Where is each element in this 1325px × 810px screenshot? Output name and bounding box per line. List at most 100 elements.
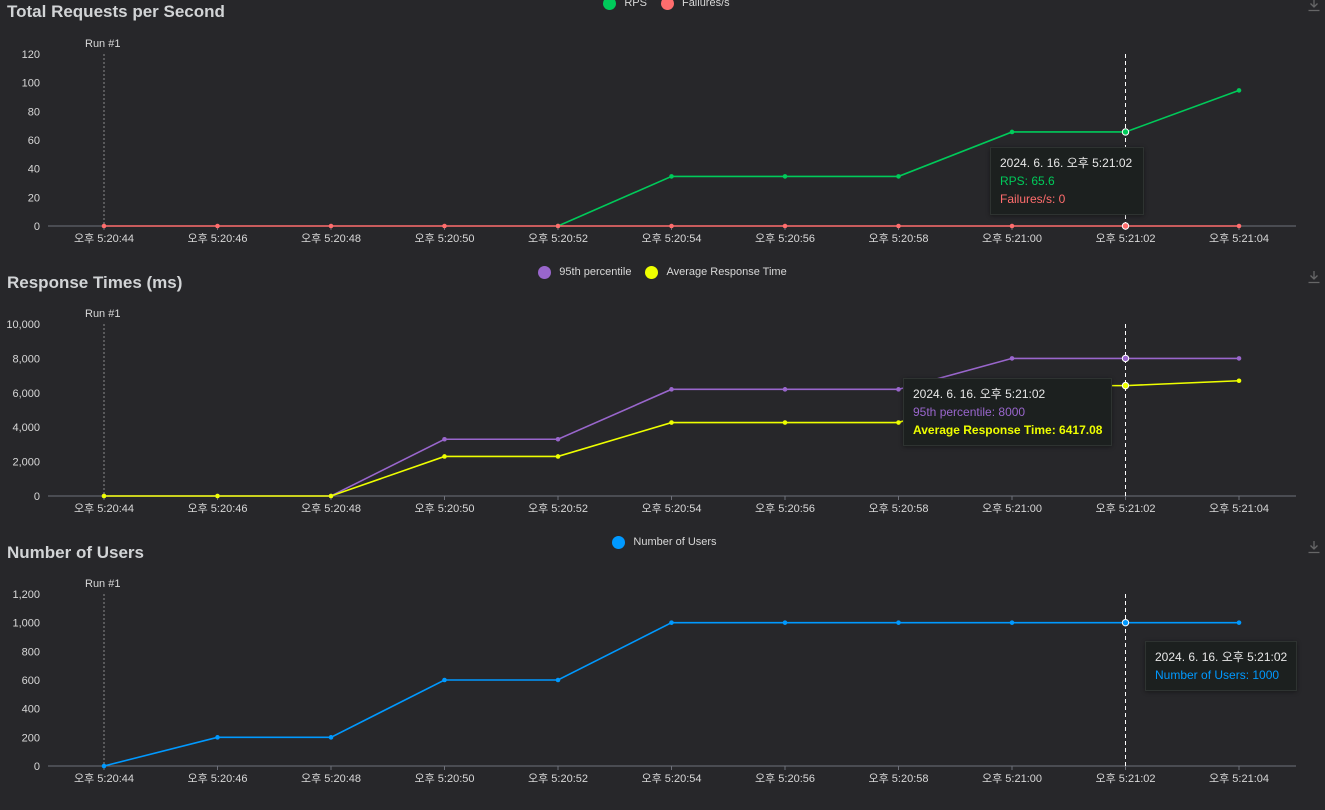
y-tick-label: 0 <box>34 761 40 773</box>
data-point[interactable] <box>1236 223 1242 229</box>
data-point[interactable] <box>896 387 901 392</box>
data-point[interactable] <box>328 493 334 499</box>
data-point[interactable] <box>669 174 674 179</box>
legend-item-p95[interactable]: 95th percentile <box>538 264 631 280</box>
x-tick-label: 오후 5:20:44 <box>74 502 134 515</box>
data-point[interactable] <box>555 436 561 442</box>
data-point[interactable] <box>215 735 220 740</box>
data-point[interactable] <box>896 174 901 179</box>
y-tick-label: 2,000 <box>12 457 40 469</box>
y-tick-label: 6,000 <box>12 388 40 400</box>
users-chart: 0 200 400 600 800 1,000 1,200 오후 5:20:44 오후 5:20… <box>12 578 1296 785</box>
legend-dot <box>603 0 617 10</box>
y-tick-label: 80 <box>28 106 40 118</box>
chart-legend: 95th percentile Average Response Time <box>0 264 1325 280</box>
chart-tooltip: 2024. 6. 16. 오후 5:21:02 Number of Users:… <box>1145 641 1298 691</box>
y-tick-label: 100 <box>22 78 40 90</box>
download-icon[interactable] <box>1307 540 1321 554</box>
chart-title: Total Requests per Second <box>7 2 225 21</box>
data-point[interactable] <box>1009 356 1015 361</box>
data-point[interactable] <box>669 620 674 625</box>
legend-item-failures[interactable]: Failures/s <box>660 0 730 11</box>
data-point[interactable] <box>1121 618 1130 627</box>
y-tick-label: 0 <box>34 491 40 503</box>
data-point[interactable] <box>328 735 334 740</box>
data-point[interactable] <box>328 223 334 229</box>
data-point[interactable] <box>782 420 788 425</box>
data-point[interactable] <box>782 174 788 179</box>
x-tick-label: 오후 5:20:50 <box>415 502 475 515</box>
legend-item-rps[interactable]: RPS <box>603 0 647 11</box>
legend-item-users[interactable]: Number of Users <box>612 534 717 550</box>
x-tick-label: 오후 5:20:44 <box>74 772 134 785</box>
chart-legend: RPS Failures/s <box>4 0 1325 11</box>
x-tick-label: 오후 5:20:48 <box>301 502 361 515</box>
data-point[interactable] <box>1236 88 1242 93</box>
data-point[interactable] <box>669 387 674 392</box>
tooltip-avg: Average Response Time: 6417.08 <box>913 423 1103 437</box>
x-tick-label: 오후 5:20:46 <box>188 232 248 245</box>
data-point[interactable] <box>555 677 561 683</box>
x-tick-label: 오후 5:20:52 <box>528 502 588 515</box>
data-point[interactable] <box>782 223 788 229</box>
data-point[interactable] <box>782 620 788 625</box>
data-point[interactable] <box>1121 354 1130 363</box>
data-point[interactable] <box>896 420 901 425</box>
data-point[interactable] <box>669 420 674 425</box>
data-point[interactable] <box>442 436 447 442</box>
data-point[interactable] <box>215 493 220 499</box>
x-tick-label: 오후 5:20:52 <box>528 772 588 785</box>
download-icon[interactable] <box>1307 270 1321 284</box>
chart-tooltip: 2024. 6. 16. 오후 5:21:02 95th percentile:… <box>903 378 1113 446</box>
data-point[interactable] <box>1009 223 1015 229</box>
x-tick-label: 오후 5:20:44 <box>74 232 134 245</box>
legend-dot <box>660 0 674 10</box>
download-icon[interactable] <box>1307 0 1321 12</box>
x-tick-label: 오후 5:21:02 <box>1096 772 1156 785</box>
x-tick-label: 오후 5:21:04 <box>1209 502 1269 515</box>
run-marker-label: Run #1 <box>85 308 120 320</box>
data-point[interactable] <box>101 493 107 499</box>
data-point[interactable] <box>1009 620 1015 625</box>
run-marker-label: Run #1 <box>85 578 120 590</box>
data-point[interactable] <box>555 223 561 229</box>
data-point[interactable] <box>215 223 220 229</box>
y-tick-label: 120 <box>22 49 40 61</box>
data-point[interactable] <box>1236 620 1242 625</box>
data-point[interactable] <box>101 223 107 229</box>
response-times-chart: 0 2,000 4,000 6,000 8,000 10,000 오후 5:20:44 오후 … <box>6 308 1296 515</box>
x-tick-label: 오후 5:20:56 <box>755 502 815 515</box>
x-tick-label: 오후 5:20:50 <box>415 232 475 245</box>
legend-item-avg[interactable]: Average Response Time <box>645 264 787 280</box>
data-point[interactable] <box>442 677 447 683</box>
x-tick-label: 오후 5:21:04 <box>1209 772 1269 785</box>
x-tick-label: 오후 5:20:48 <box>301 232 361 245</box>
rps-panel: Total Requests per Second RPS Failures/s… <box>0 0 1325 270</box>
x-tick-label: 오후 5:21:04 <box>1209 232 1269 245</box>
y-tick-label: 8,000 <box>12 353 40 365</box>
data-point[interactable] <box>442 454 447 459</box>
x-tick-label: 오후 5:20:56 <box>755 772 815 785</box>
chart-title: Response Times (ms) <box>7 273 183 292</box>
x-tick-label: 오후 5:21:02 <box>1096 502 1156 515</box>
data-point[interactable] <box>1009 129 1015 135</box>
tooltip-p95: 95th percentile: 8000 <box>913 405 1026 419</box>
data-point[interactable] <box>101 763 107 769</box>
data-point[interactable] <box>896 223 901 229</box>
data-point[interactable] <box>669 223 674 229</box>
series-line-0 <box>103 621 1239 767</box>
data-point[interactable] <box>782 387 788 392</box>
y-tick-label: 400 <box>22 704 40 716</box>
legend-label: 95th percentile <box>559 266 632 278</box>
data-point[interactable] <box>442 223 447 229</box>
data-point[interactable] <box>1121 128 1130 136</box>
users-panel: Number of Users Number of Users 0 200 400 6… <box>0 535 1325 810</box>
legend-dot <box>645 265 659 279</box>
data-point[interactable] <box>896 620 901 625</box>
data-point[interactable] <box>1121 222 1130 230</box>
data-point[interactable] <box>1236 356 1242 361</box>
data-point[interactable] <box>1121 381 1130 390</box>
data-point[interactable] <box>555 454 561 459</box>
x-tick-label: 오후 5:20:58 <box>869 502 929 515</box>
data-point[interactable] <box>1236 378 1242 384</box>
